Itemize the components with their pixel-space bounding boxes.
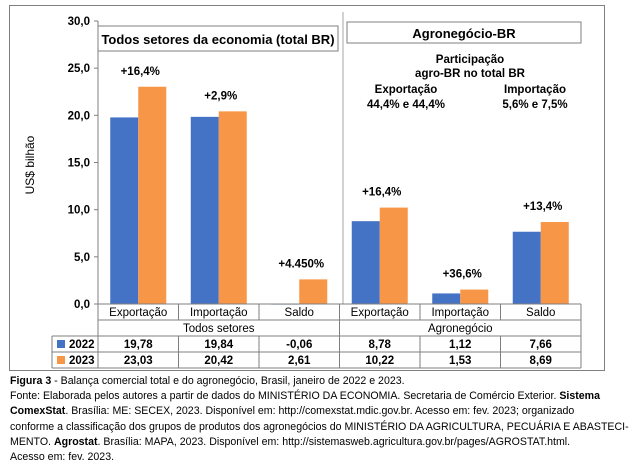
- panel-title-agro: Agronegócio-BR: [412, 26, 516, 41]
- legend-label-2022: 2022: [69, 339, 95, 351]
- caption-line5-c: . Brasília: MAPA, 2023. Disponível em: h…: [97, 435, 571, 448]
- change-annotation: +4.450%: [278, 258, 324, 270]
- caption-line-2: Fonte: Elaborada pelos autores a partir …: [10, 389, 628, 404]
- chart-frame: [9, 5, 605, 371]
- bar-2023-5: [540, 222, 569, 304]
- data-label: 1,12: [449, 339, 471, 351]
- bar-2023-0: [138, 86, 167, 304]
- legend-swatch-2022: [57, 340, 65, 348]
- info-title-1: Participação: [436, 54, 504, 66]
- annotations: +16,4% +2,9% +4.450% +16,4% +36,6% +13,4%: [121, 66, 563, 281]
- y-tick-label: 30,0: [68, 16, 90, 28]
- info-import-value: 5,6% e 7,5%: [502, 99, 567, 111]
- caption-comexstat: ComexStat: [10, 405, 66, 418]
- data-label: 23,03: [124, 355, 153, 367]
- caption-source-b: Sistema: [559, 390, 600, 403]
- bar-2022-5: [512, 231, 541, 304]
- bar-2022-4: [432, 293, 461, 304]
- caption-line-3: ComexStat. Brasília: ME: SECEX, 2023. Di…: [10, 404, 628, 419]
- panel-title-box-agro: [346, 21, 582, 44]
- caption-line-1: Figura 3 - Balança comercial total e do …: [10, 374, 628, 389]
- category-label: Exportação: [109, 307, 167, 319]
- category-label: Importação: [190, 307, 248, 319]
- y-tick-label: 25,0: [68, 63, 90, 75]
- bar-2023-4: [460, 289, 489, 304]
- info-title-2: agro-BR no total BR: [415, 68, 526, 80]
- data-label: 20,42: [204, 355, 233, 367]
- bar-2022-3: [351, 221, 380, 304]
- change-annotation: +16,4%: [362, 187, 401, 199]
- data-label: 19,78: [124, 339, 153, 351]
- axes: 0,0 5,0 10,0 15,0 20,0 25,0 30,0: [68, 16, 99, 311]
- category-label: Saldo: [285, 307, 314, 319]
- info-export-label: Exportação: [375, 84, 438, 96]
- data-label: -0,06: [286, 339, 312, 351]
- data-label: 1,53: [449, 355, 471, 367]
- caption-line3-text: . Brasília: ME: SECEX, 2023. Disponível …: [65, 405, 575, 418]
- data-label: 2,61: [288, 355, 311, 367]
- data-label: 7,66: [530, 339, 552, 351]
- category-label: Saldo: [526, 307, 555, 319]
- bar-2022-0: [110, 117, 139, 305]
- data-label: 8,78: [369, 339, 392, 351]
- category-label: Importação: [431, 307, 489, 319]
- category-label: Exportação: [351, 307, 409, 319]
- bars: [110, 86, 569, 305]
- data-table: Exportação Importação Saldo Exportação Impor…: [51, 303, 582, 369]
- bar-2023-2: [299, 279, 328, 304]
- y-tick-label: 20,0: [68, 110, 90, 122]
- y-tick-label: 5,0: [74, 252, 90, 264]
- y-tick-label: 10,0: [68, 205, 90, 217]
- legend-swatch-2023: [57, 356, 65, 364]
- change-annotation: +16,4%: [121, 66, 160, 78]
- info-export-value: 44,4% e 44,4%: [367, 99, 445, 111]
- legend-label-2023: 2023: [69, 355, 95, 367]
- caption-fig-title: - Balança comercial total e do agronegóc…: [51, 375, 405, 387]
- caption-line-4: conforme a classificação dos grupos de p…: [10, 420, 629, 433]
- bar-2022-1: [190, 116, 219, 304]
- caption-agrostat: Agrostat: [53, 435, 98, 448]
- y-axis-label: US$ bilhão: [23, 135, 37, 194]
- caption-line5-a: MENTO.: [10, 435, 54, 448]
- info-box: Participação agro-BR no total BR Exporta…: [367, 54, 568, 111]
- data-label: 19,84: [204, 339, 233, 351]
- caption-line-6: Acesso em: fev. 2023.: [10, 451, 115, 464]
- change-annotation: +13,4%: [523, 201, 562, 213]
- panel-title-total: Todos setores da economia (total BR): [101, 32, 334, 47]
- bar-2023-1: [218, 111, 247, 304]
- data-label: 10,22: [365, 355, 394, 367]
- group-label: Agronegócio: [428, 323, 493, 335]
- figure-caption: Figura 3 - Balança comercial total e do …: [10, 374, 629, 465]
- caption-source-a: Fonte: Elaborada pelos autores a partir …: [10, 390, 560, 403]
- bar-2023-3: [379, 207, 408, 304]
- y-tick-label: 0,0: [74, 299, 90, 311]
- caption-line-5: MENTO. Agrostat. Brasília: MAPA, 2023. D…: [10, 435, 628, 450]
- change-annotation: +2,9%: [204, 90, 237, 102]
- caption-fig-label: Figura 3: [10, 375, 52, 387]
- change-annotation: +36,6%: [443, 269, 482, 281]
- y-tick-label: 15,0: [68, 158, 90, 170]
- info-import-label: Importação: [504, 84, 566, 96]
- bar-chart: Todos setores da economia (total BR) Agr…: [23, 12, 582, 369]
- group-label: Todos setores: [183, 323, 255, 335]
- data-label: 8,69: [530, 355, 552, 367]
